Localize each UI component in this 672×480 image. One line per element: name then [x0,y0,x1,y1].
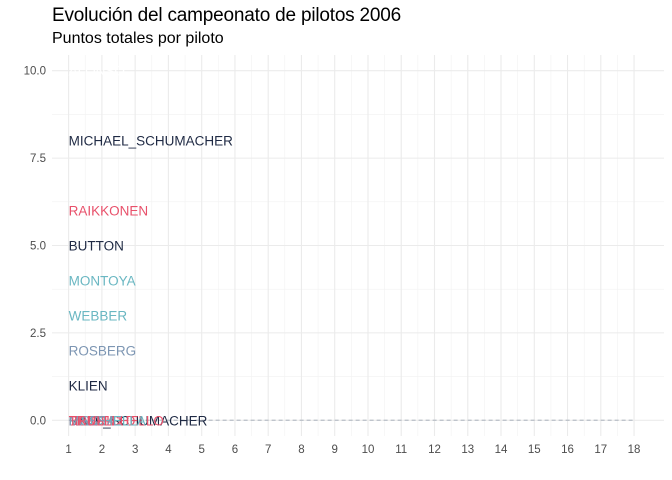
y-tick-label: 7.5 [30,153,46,165]
y-tick-label: 0.0 [30,415,46,427]
x-tick-label: 7 [265,444,271,456]
x-tick-label: 9 [332,444,338,456]
x-tick-label: 12 [428,444,441,456]
driver-labels: ALONSO MICHAEL_SCHUMACHER RAIKKONEN BUTTON M… [69,64,234,429]
y-tick-label: 10.0 [24,66,46,78]
driver-label: MONTOYA [69,273,136,288]
y-tick-label: 2.5 [30,328,46,340]
y-tick-label: 5.0 [30,241,46,253]
driver-label: BARRICHELLO [69,413,164,428]
driver-label: MICHAEL_SCHUMACHER [69,134,234,149]
driver-label: BUTTON [69,239,124,254]
x-tick-label: 14 [495,444,508,456]
x-tick-label: 5 [198,444,204,456]
x-tick-label: 10 [362,444,375,456]
driver-label: FISICHELLA [69,413,146,428]
driver-label: RAIKKONEN [69,204,149,219]
x-tick-label: 6 [232,444,238,456]
x-tick-label: 15 [528,444,541,456]
chart-subtitle: Puntos totales por piloto [52,30,224,47]
x-tick-label: 13 [461,444,474,456]
x-tick-label: 3 [132,444,138,456]
driver-label: ALONSO [69,64,125,79]
chart-title: Evolución del campeonato de pilotos 2006 [52,5,402,26]
driver-label: HEIDFELD [69,413,136,428]
driver-label: RALF_SCHUMACHER [69,413,208,428]
x-tick-label: 17 [594,444,607,456]
driver-label: TRULLI [69,413,116,428]
driver-label: MASSA [69,413,116,428]
x-tick-label: 16 [561,444,574,456]
grid-lines [52,55,664,436]
driver-label: KLIEN [69,378,108,393]
x-tick-label: 8 [298,444,304,456]
axis-ticks: 0.02.55.07.510.01 2 3 4 5 6 7 8 9 10 11 12 13 14 15 16 1… [24,66,641,456]
x-tick-label: 4 [165,444,172,456]
x-tick-label: 11 [395,444,407,456]
x-tick-label: 1 [65,444,71,456]
driver-label: ROSBERG [69,343,137,358]
x-tick-label: 18 [628,444,641,456]
x-tick-label: 2 [99,444,105,456]
driver-label: WEBBER [69,308,128,323]
